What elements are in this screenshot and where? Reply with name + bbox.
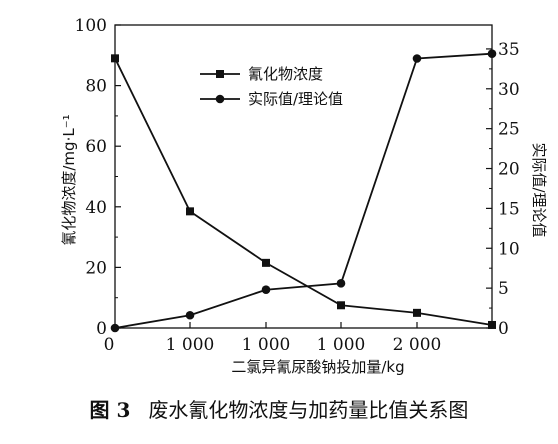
- x-tick-label: 1 000: [166, 335, 215, 355]
- series-2-point: [261, 285, 271, 295]
- left-y-axis-title: 氰化物浓度/mg·L⁻¹: [60, 114, 78, 245]
- series-line-2: [114, 52, 493, 329]
- series-2-point: [336, 279, 346, 288]
- right-y-axis-title: 实际值/理论值: [530, 142, 548, 237]
- series-1-point: [111, 54, 119, 63]
- left-y-axis: 0 20 40 60 80 100: [75, 16, 121, 339]
- figure-caption: 图 3 废水氰化物浓度与加药量比值关系图: [0, 394, 558, 423]
- legend-marker-circle: [215, 94, 225, 104]
- left-y-tick-label: 0: [96, 319, 107, 339]
- right-y-tick-label: 0: [498, 319, 509, 339]
- series-1-point: [262, 258, 270, 267]
- series-1-point: [186, 207, 194, 216]
- x-tick-label: 0: [104, 335, 115, 355]
- left-y-tick-label: 100: [75, 16, 107, 36]
- legend-label-1: 氰化物浓度: [248, 65, 323, 83]
- chart: 0 20 40 60 80 100 0 5 10 15 20 25 30 35 0 1 000 1 000 1…: [60, 16, 548, 376]
- right-y-tick-label: 30: [498, 80, 520, 100]
- left-y-tick-label: 20: [85, 258, 107, 278]
- x-tick-label: 1 000: [242, 335, 291, 355]
- left-y-tick-label: 60: [85, 137, 107, 157]
- series-line-1: [114, 57, 493, 326]
- right-y-tick-label: 10: [498, 239, 520, 259]
- figure-caption-text: 废水氰化物浓度与加药量比值关系图: [148, 398, 469, 422]
- right-y-tick-label: 20: [498, 160, 520, 180]
- series-1-point: [337, 301, 345, 310]
- x-tick-label: 1 000: [317, 335, 366, 355]
- series-2-point: [412, 54, 422, 63]
- right-y-tick-label: 15: [498, 199, 520, 219]
- legend-label-2: 实际值/理论值: [248, 90, 343, 108]
- series-2-point: [487, 49, 497, 59]
- left-y-tick-label: 80: [85, 77, 107, 97]
- series-2-point: [185, 310, 195, 320]
- x-axis: 0 1 000 1 000 1 000 2 000: [104, 322, 442, 355]
- legend-marker-square: [216, 70, 224, 78]
- series-layer: [110, 49, 497, 333]
- series-2-point: [110, 323, 120, 333]
- x-axis-title: 二氯异氰尿酸钠投加量/kg: [231, 358, 404, 376]
- series-1-point: [413, 308, 421, 317]
- series-1-point: [488, 320, 496, 329]
- left-y-tick-label: 40: [85, 198, 107, 218]
- figure-number: 图 3: [89, 398, 131, 422]
- right-y-tick-label: 5: [498, 279, 509, 299]
- right-y-axis: 0 5 10 15 20 25 30 35: [486, 40, 520, 339]
- x-tick-label: 2 000: [393, 335, 442, 355]
- right-y-tick-label: 35: [498, 40, 520, 60]
- right-y-tick-label: 25: [498, 120, 520, 140]
